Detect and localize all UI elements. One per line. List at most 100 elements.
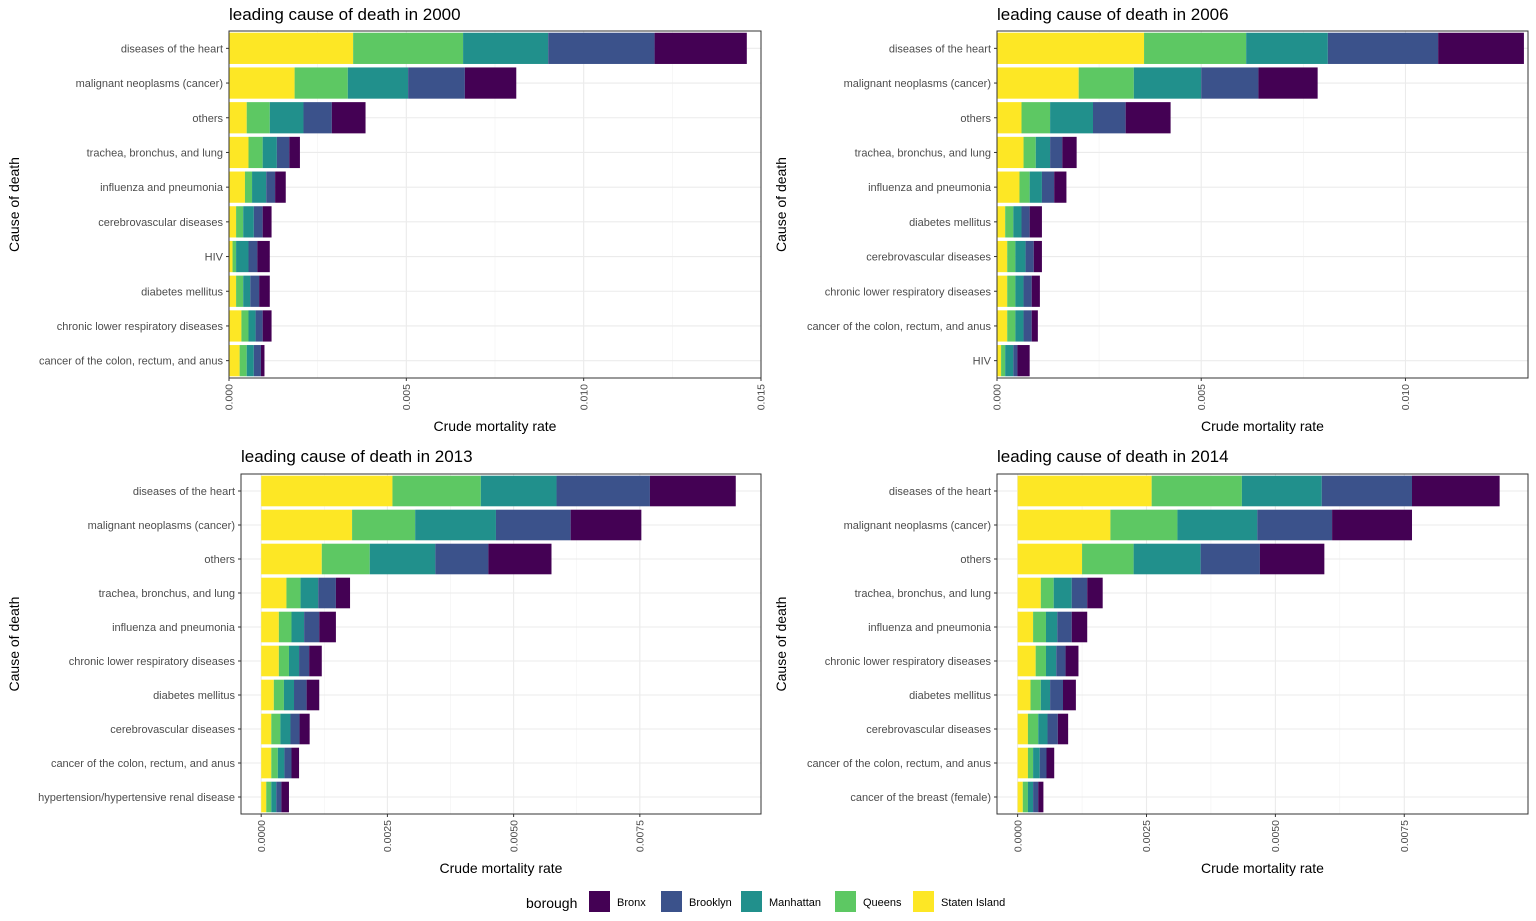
y-tick-label: diabetes mellitus xyxy=(909,690,991,702)
bar-segment-bronx xyxy=(1062,679,1076,711)
bar-segment-bronx xyxy=(262,206,272,238)
bar-segment-brooklyn xyxy=(266,171,276,203)
x-tick-label: 0.0075 xyxy=(1399,820,1411,852)
bar-segment-staten-island xyxy=(229,275,237,307)
bar-segment-bronx xyxy=(1031,275,1040,307)
bar-segment-brooklyn xyxy=(253,206,263,238)
y-tick-label: influenza and pneumonia xyxy=(112,622,236,634)
bar-segment-manhattan xyxy=(1133,67,1202,99)
y-tick-label: chronic lower respiratory diseases xyxy=(69,656,236,668)
bar-segment-bronx xyxy=(1029,206,1042,238)
y-tick-label: diabetes mellitus xyxy=(141,286,223,298)
bar-segment-brooklyn xyxy=(1257,509,1333,541)
bar-segment-brooklyn xyxy=(299,645,310,677)
bar-segment-manhattan xyxy=(269,102,304,134)
bar-segment-queens xyxy=(1035,645,1046,677)
bar-segment-staten-island xyxy=(229,102,247,134)
bar-segment-queens xyxy=(271,713,281,745)
bar-segment-queens xyxy=(1007,240,1016,273)
y-tick-label: others xyxy=(204,554,235,566)
x-tick-label: 0.0025 xyxy=(1141,820,1153,852)
bar-segment-bronx xyxy=(1038,781,1044,813)
bar-segment-manhattan xyxy=(1005,345,1014,377)
bar-segment-bronx xyxy=(331,102,366,134)
bar-segment-brooklyn xyxy=(248,240,258,273)
bar-segment-queens xyxy=(1019,171,1030,203)
bar-segment-staten-island xyxy=(261,509,353,541)
bar-segment-manhattan xyxy=(480,475,557,507)
bar-segment-staten-island xyxy=(997,206,1006,238)
bar-segment-staten-island xyxy=(997,32,1145,64)
bar-segment-bronx xyxy=(1258,67,1318,99)
bar-segment-bronx xyxy=(1065,645,1079,677)
x-axis-label: Crude mortality rate xyxy=(440,860,563,876)
bar-segment-bronx xyxy=(309,645,322,677)
panel-title: leading cause of death in 2000 xyxy=(229,5,461,24)
bar-segment-brooklyn xyxy=(1013,345,1018,377)
y-tick-label: HIV xyxy=(973,356,992,368)
y-tick-label: malignant neoplasms (cancer) xyxy=(844,78,991,90)
bar-segment-brooklyn xyxy=(1056,645,1066,677)
bar-segment-brooklyn xyxy=(1057,611,1072,643)
bar-segment-bronx xyxy=(1412,475,1500,507)
bar-segment-queens xyxy=(1001,345,1006,377)
bar-segment-bronx xyxy=(649,475,736,507)
y-tick-label: others xyxy=(192,113,223,125)
panel-border xyxy=(228,30,762,379)
bar-segment-bronx xyxy=(335,577,351,609)
y-tick-label: trachea, bronchus, and lung xyxy=(855,588,991,600)
y-axis-label: Cause of death xyxy=(773,157,789,252)
x-tick-label: 0.0075 xyxy=(635,820,647,852)
panel-title: leading cause of death in 2014 xyxy=(997,447,1229,466)
bar-segment-brooklyn xyxy=(1092,102,1126,134)
bar-segment-staten-island xyxy=(997,345,1002,377)
bar-segment-manhattan xyxy=(1050,102,1093,134)
bar-segment-bronx xyxy=(1087,577,1103,609)
bar-segment-manhattan xyxy=(283,679,295,711)
panel-border xyxy=(240,473,762,815)
y-tick-label: malignant neoplasms (cancer) xyxy=(76,78,223,90)
bar-segment-staten-island xyxy=(1017,713,1028,745)
bar-segment-bronx xyxy=(1054,171,1067,203)
chart-panel-2: diseases of the heart malignant neoplasms… xyxy=(773,5,1529,434)
y-tick-label: cancer of the colon, rectum, and anus xyxy=(51,758,236,770)
y-axis-label: Cause of death xyxy=(6,157,22,252)
panel-border xyxy=(996,30,1529,379)
bar-segment-staten-island xyxy=(261,475,393,507)
bar-segment-manhattan xyxy=(271,781,277,813)
bar-segment-brooklyn xyxy=(304,611,320,643)
bar-segment-manhattan xyxy=(1045,645,1057,677)
bar-segment-manhattan xyxy=(1033,747,1040,779)
bar-segment-queens xyxy=(232,240,237,273)
y-tick-label: trachea, bronchus, and lung xyxy=(87,147,223,159)
x-tick-label: 0.010 xyxy=(1400,384,1412,410)
bar-segment-brooklyn xyxy=(1023,310,1032,342)
bar-segment-staten-island xyxy=(229,310,242,342)
bar-segment-manhattan xyxy=(1045,611,1058,643)
bar-segment-queens xyxy=(248,136,263,169)
bar-segment-queens xyxy=(236,275,244,307)
bar-segment-queens xyxy=(1027,713,1039,745)
y-tick-label: diabetes mellitus xyxy=(153,690,235,702)
legend-key-bronx xyxy=(589,891,610,912)
bar-segment-brooklyn xyxy=(284,747,292,779)
bar-segment-manhattan xyxy=(1053,577,1072,609)
bar-segment-queens xyxy=(244,171,253,203)
bar-segment-brooklyn xyxy=(1201,67,1259,99)
bar-segment-manhattan xyxy=(1027,781,1034,813)
x-axis-label: Crude mortality rate xyxy=(1201,860,1324,876)
bar-segment-staten-island xyxy=(997,240,1008,273)
bar-segment-manhattan xyxy=(415,509,496,541)
bar-segment-brooklyn xyxy=(1071,577,1088,609)
bar-segment-brooklyn xyxy=(1327,32,1439,64)
y-tick-label: influenza and pneumonia xyxy=(100,182,224,194)
bar-segment-bronx xyxy=(1125,102,1171,134)
bar-segment-bronx xyxy=(488,543,552,575)
y-tick-label: malignant neoplasms (cancer) xyxy=(88,520,235,532)
x-tick-label: 0.005 xyxy=(1196,384,1208,410)
y-tick-label: chronic lower respiratory diseases xyxy=(825,286,992,298)
y-tick-label: cancer of the colon, rectum, and anus xyxy=(807,321,992,333)
bar-segment-staten-island xyxy=(261,577,287,609)
bar-segment-manhattan xyxy=(1040,679,1051,711)
